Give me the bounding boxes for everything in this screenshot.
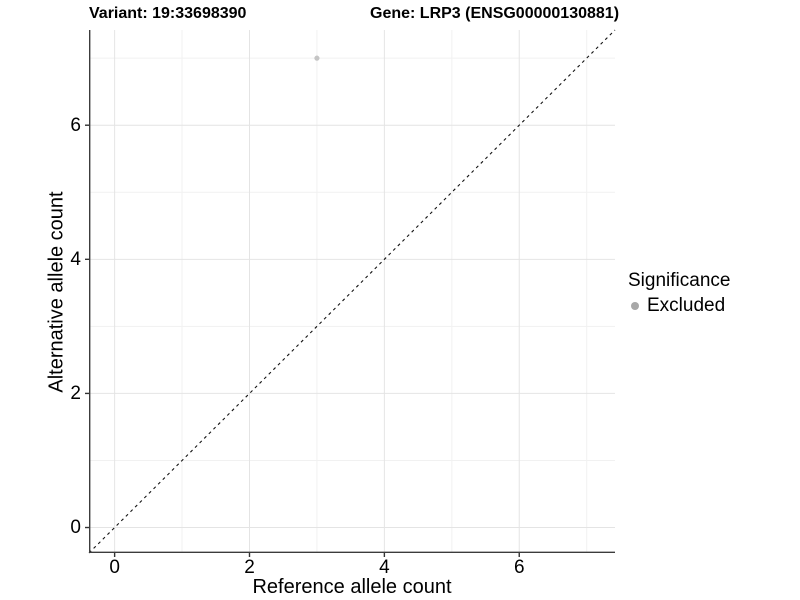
x-tick-label: 2 [244,557,255,578]
x-tick-label: 0 [109,557,120,578]
circle-icon [631,301,639,310]
y-tick-label: 0 [70,517,81,539]
y-axis-title-text: Alternative allele count [45,191,68,393]
legend: Significance Excluded [628,270,730,316]
y-tick-label: 2 [70,382,81,404]
y-tick-label: 4 [70,248,81,270]
chart-canvas [85,29,616,557]
y-axis-tick-labels: 0 2 4 6 [0,30,81,553]
identity-reference-line [88,29,616,554]
plot-title-gene: Gene: LRP3 (ENSG00000130881) [370,5,620,22]
x-axis-title: Reference allele count [252,576,452,598]
data-point [314,55,320,61]
x-tick-label: 4 [379,557,390,578]
y-tick-label: 6 [70,114,81,136]
x-axis-tick-labels: 0 2 4 6 [89,557,615,579]
plot-panel [85,29,616,557]
legend-item-excluded: Excluded [628,295,730,316]
legend-item-label: Excluded [647,295,726,316]
x-tick-label: 6 [513,557,525,578]
legend-title: Significance [628,270,731,291]
plot-title-variant: Variant: 19:33698390 [89,5,247,22]
